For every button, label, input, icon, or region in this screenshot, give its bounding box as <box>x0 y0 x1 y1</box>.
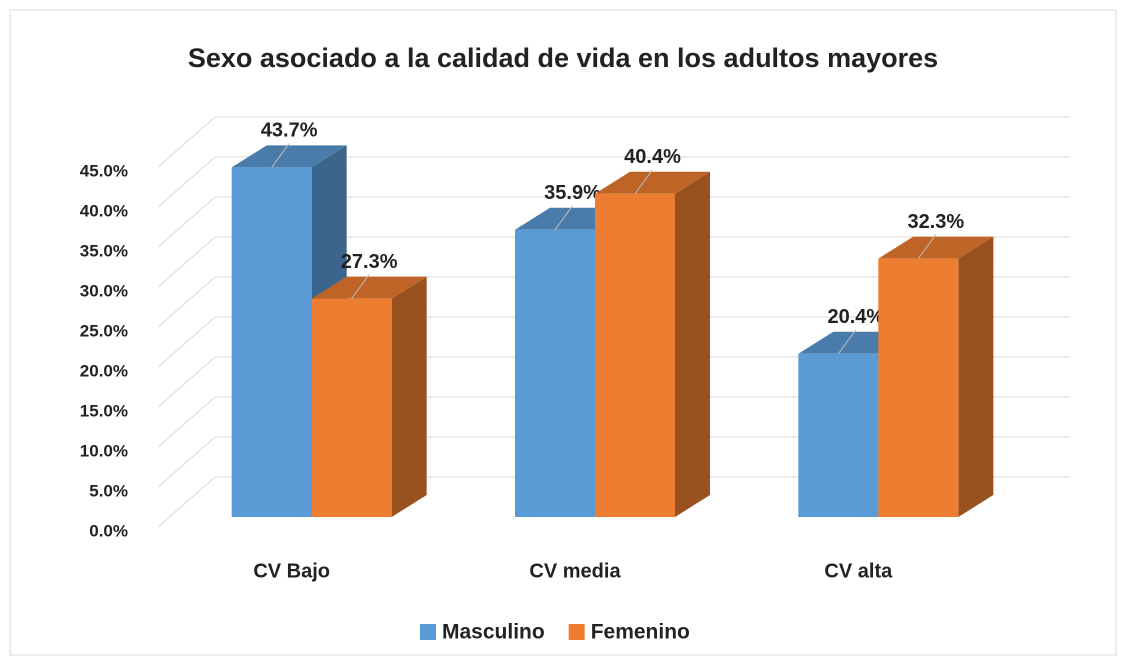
data-label: 32.3% <box>907 211 964 233</box>
grid-line <box>157 116 216 168</box>
bar-top <box>311 276 427 299</box>
y-tick-label: 5.0% <box>89 481 128 500</box>
grid-line <box>157 476 216 528</box>
x-tick-label: CV alta <box>824 560 893 582</box>
data-label: 40.4% <box>624 146 681 168</box>
label-leader <box>351 274 370 299</box>
legend-label: Masculino <box>442 621 545 644</box>
grid-line <box>157 436 216 488</box>
bar-front <box>595 193 675 518</box>
bar-top <box>878 236 994 259</box>
bar-front <box>878 258 959 517</box>
bar-front <box>515 229 595 518</box>
y-tick-label: 45.0% <box>80 161 128 180</box>
bar-top <box>231 145 347 168</box>
bar-front <box>311 298 392 517</box>
y-tick-label: 35.0% <box>80 241 128 260</box>
bar-side <box>675 171 710 518</box>
legend-swatch <box>568 624 585 640</box>
grid-line <box>157 396 216 448</box>
data-label: 27.3% <box>341 251 398 273</box>
grid-line <box>157 156 216 208</box>
grid-line <box>157 316 216 368</box>
bar-front <box>798 353 879 517</box>
data-label: 43.7% <box>261 120 318 142</box>
y-tick-label: 20.0% <box>80 361 128 380</box>
bar <box>595 171 710 518</box>
legend-label: Femenino <box>591 621 690 644</box>
x-tick-label: CV media <box>529 560 621 582</box>
data-label: 35.9% <box>544 182 601 204</box>
grid-line <box>157 236 216 288</box>
bar-side <box>391 276 427 517</box>
y-tick-label: 0.0% <box>89 521 128 540</box>
bar-side <box>958 236 994 517</box>
chart-title: Sexo asociado a la calidad de vida en lo… <box>188 43 938 73</box>
label-leader <box>917 234 937 259</box>
data-label: 20.4% <box>827 306 884 328</box>
bar-top <box>595 171 710 194</box>
y-tick-label: 15.0% <box>80 401 128 420</box>
bar <box>878 236 994 517</box>
x-tick-label: CV Bajo <box>253 560 330 582</box>
grid-line <box>157 196 216 248</box>
y-tick-label: 25.0% <box>80 321 128 340</box>
y-tick-label: 30.0% <box>80 281 128 300</box>
bar <box>311 276 427 517</box>
y-tick-label: 40.0% <box>80 201 128 220</box>
legend-swatch <box>420 624 436 640</box>
label-leader <box>554 205 573 231</box>
label-leader <box>837 329 857 355</box>
bar-front <box>231 167 312 517</box>
label-leader <box>271 143 290 168</box>
label-leader <box>634 169 653 195</box>
grid-line <box>157 356 216 408</box>
grid-line <box>157 276 216 328</box>
y-tick-label: 10.0% <box>80 441 128 460</box>
